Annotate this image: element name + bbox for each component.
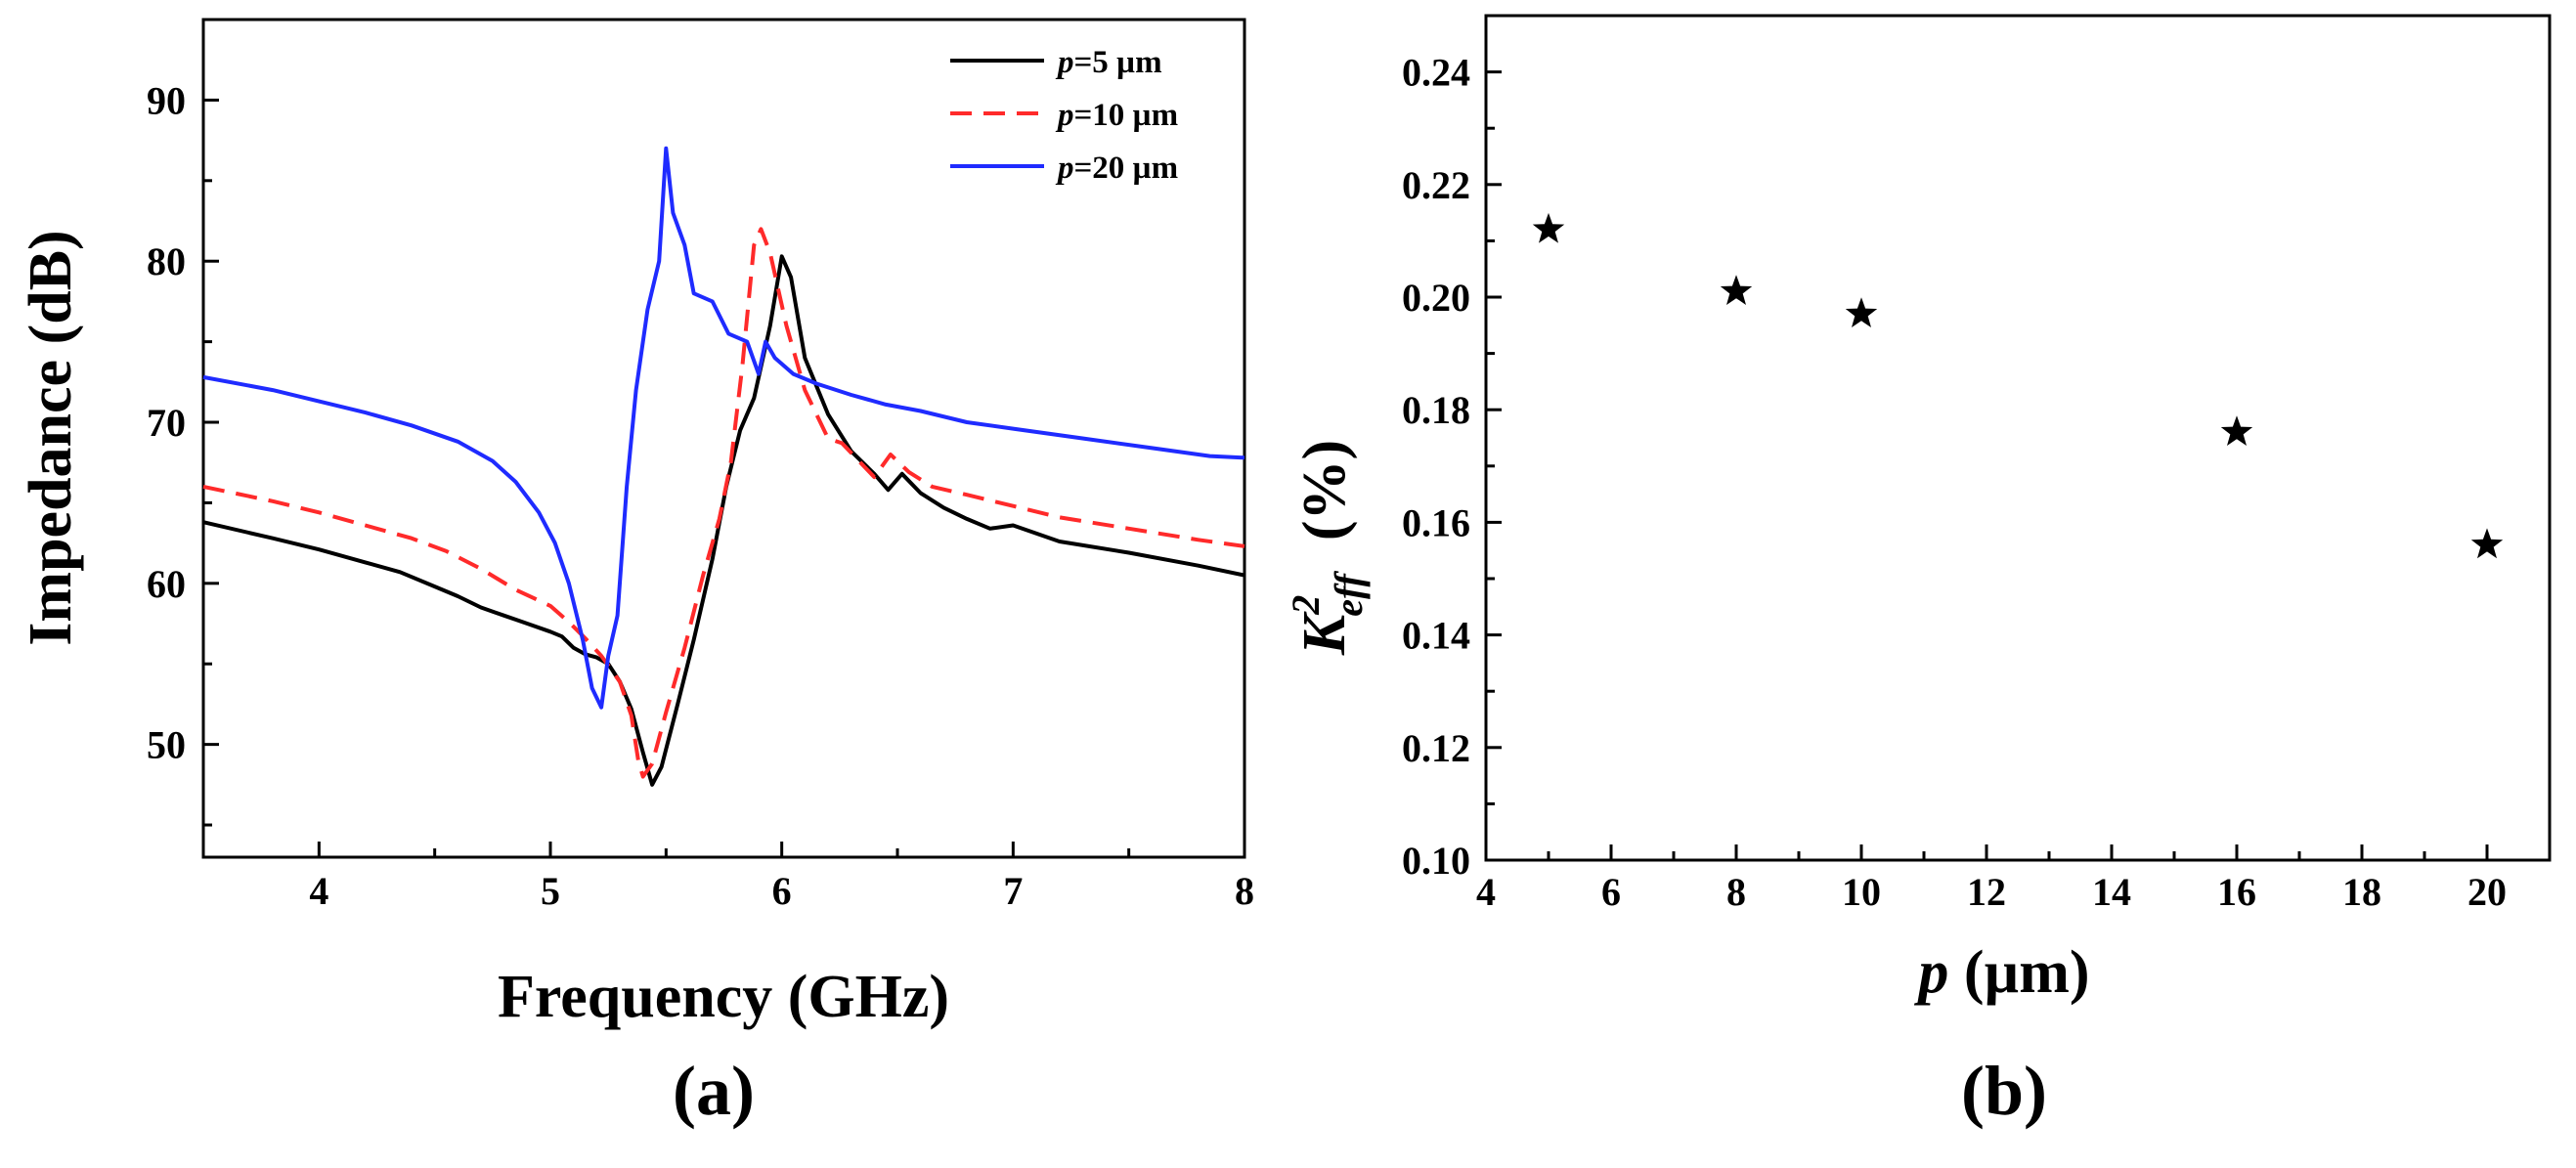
x-tick-label-b: 20 [2467, 870, 2507, 914]
y-tick-label-a: 80 [147, 239, 186, 283]
y-tick-label-b: 0.22 [1402, 163, 1470, 207]
x-axis-title-a: Frequency (GHz) [498, 964, 949, 1030]
series-line-2 [202, 146, 1245, 710]
x-tick-label-b: 18 [2342, 870, 2381, 914]
x-tick-label-a: 6 [772, 869, 792, 913]
panel-label-a: (a) [673, 1052, 755, 1130]
plot-frame-a [201, 18, 1246, 859]
y-axis-title-b-unit: (%) [1291, 440, 1358, 541]
legend-a: p=5 µmp=10 µmp=20 µm [950, 45, 1178, 186]
y-tick-label-a: 90 [147, 78, 186, 122]
y-tick-label-b: 0.16 [1402, 500, 1470, 544]
y-tick-label-b: 0.20 [1402, 276, 1470, 320]
legend-label-var: p [1055, 151, 1074, 186]
coupling-chart: 4 6 8 10 12 14 16 18 20 0.10 0.12 0.14 0.16 0.18 0.20 0… [1284, 14, 2552, 1130]
x-tick-label-b: 4 [1476, 870, 1496, 914]
axis-ticks-b: 4 6 8 10 12 14 16 18 20 0.10 0.12 0.14 0.16 0.18 0.20 0… [1402, 14, 2507, 914]
x-tick-label-b: 6 [1601, 870, 1621, 914]
y-tick-label-b: 0.10 [1402, 839, 1470, 883]
x-tick-label-b: 8 [1726, 870, 1746, 914]
data-point-star [1720, 275, 1753, 305]
data-point-star [1845, 297, 1878, 327]
y-axis-title-b-sup: 2 [1284, 595, 1328, 616]
legend-label-value: =5 µm [1074, 45, 1162, 80]
x-tick-label-b: 12 [1967, 870, 2006, 914]
data-points-b [1532, 212, 2504, 559]
legend-label: p=20 µm [1055, 151, 1178, 186]
y-axis-title-b: K2eff (%) [1284, 440, 1371, 656]
y-tick-label-a: 50 [147, 723, 186, 767]
x-tick-label-a: 5 [541, 869, 560, 913]
data-point-star [1532, 212, 1565, 243]
y-tick-label-b: 0.12 [1402, 726, 1470, 770]
y-axis-title-b-sub: eff [1327, 570, 1371, 616]
y-tick-label-b: 0.14 [1402, 614, 1470, 658]
x-tick-label-a: 4 [309, 869, 328, 913]
series-line-1 [202, 227, 1245, 779]
data-point-star [2470, 528, 2504, 559]
y-tick-label-b: 0.24 [1402, 51, 1470, 95]
x-axis-title-b: p (µm) [1913, 939, 2089, 1006]
x-tick-label-a: 7 [1003, 869, 1023, 913]
legend-label: p=10 µm [1055, 98, 1178, 133]
data-point-star [2220, 415, 2253, 446]
y-tick-label-a: 60 [147, 562, 186, 606]
series-line-0 [202, 254, 1245, 787]
panel-label-b: (b) [1961, 1052, 2047, 1130]
legend-label-value: =10 µm [1074, 98, 1179, 133]
y-tick-label-b: 0.18 [1402, 388, 1470, 432]
x-tick-label-b: 10 [1842, 870, 1881, 914]
plot-frame-b [1484, 14, 2552, 862]
series-lines-a [202, 146, 1245, 787]
axis-ticks-a: 4 5 6 7 8 50 60 70 80 90 [147, 78, 1254, 913]
y-axis-title-b-base: K [1291, 611, 1358, 656]
x-tick-label-b: 16 [2217, 870, 2256, 914]
x-tick-label-b: 14 [2092, 870, 2131, 914]
legend-label-value: =20 µm [1074, 151, 1179, 186]
x-axis-title-b-var: p [1913, 939, 1948, 1006]
x-tick-label-a: 8 [1235, 869, 1254, 913]
legend-label-var: p [1055, 45, 1074, 80]
y-axis-title-a: Impedance (dB) [18, 230, 84, 645]
y-tick-label-a: 70 [147, 401, 186, 445]
x-axis-title-b-unit: (µm) [1948, 939, 2089, 1006]
legend-label: p=5 µm [1055, 45, 1162, 80]
legend-label-var: p [1055, 98, 1074, 133]
